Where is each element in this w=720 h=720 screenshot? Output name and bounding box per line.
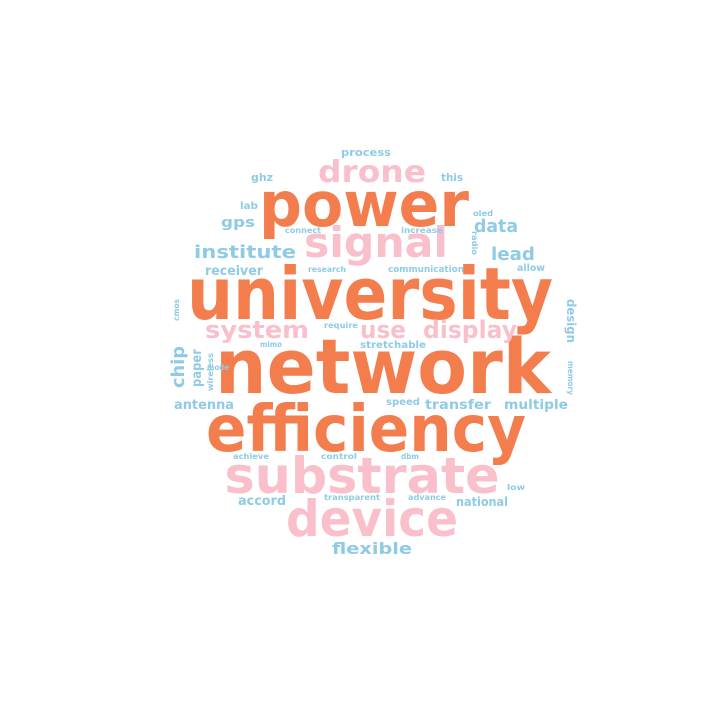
word-lead: lead (491, 244, 535, 265)
word-gps: gps (221, 215, 255, 231)
word-signal: signal (304, 218, 448, 267)
word-require: require (324, 321, 359, 330)
word-transfer: transfer (425, 398, 492, 413)
word-mode: mode (207, 363, 230, 372)
word-lab: lab (240, 201, 258, 212)
word-accord: accord (238, 494, 286, 509)
word-stretchable: stretchable (360, 340, 426, 351)
word-display: display (423, 316, 517, 344)
word-efficiency: efficiency (206, 393, 526, 467)
word-substrate: substrate (225, 447, 500, 505)
word-control: control (321, 452, 357, 461)
word-oled: oled (473, 209, 493, 218)
word-power: power (259, 168, 469, 241)
word-advance: advance (408, 493, 447, 502)
word-multiple: multiple (504, 398, 568, 413)
word-low: low (507, 483, 526, 492)
word-achieve: achieve (233, 452, 270, 461)
word-transparent: transparent (324, 493, 380, 502)
word-drone: drone (318, 155, 426, 190)
word-ghz: ghz (251, 171, 273, 184)
word-speed: speed (386, 397, 420, 408)
word-dbm: dbm (401, 452, 419, 461)
word-device: device (286, 490, 458, 548)
word-memory: memory (566, 361, 575, 396)
word-use: use (360, 316, 406, 344)
word-communication: communication (388, 265, 464, 275)
word-increase: increase (401, 226, 444, 235)
word-wireless: wireless (206, 353, 215, 391)
word-research: research (308, 265, 346, 274)
word-system: system (205, 316, 309, 344)
word-radio: radio (470, 231, 479, 256)
word-receiver: receiver (205, 264, 264, 279)
word-national: national (456, 495, 508, 509)
word-flexible: flexible (332, 539, 412, 558)
word-mimo: mimo (260, 340, 282, 349)
word-connect: connect (285, 226, 321, 235)
word-cmos: cmos (172, 299, 181, 321)
word-chip: chip (168, 346, 189, 388)
word-allow: allow (517, 263, 545, 274)
word-network: network (215, 322, 552, 411)
word-paper: paper (190, 348, 205, 387)
word-this: this (441, 171, 463, 184)
word-university: university (187, 252, 553, 336)
word-institute: institute (194, 242, 296, 263)
word-process: process (341, 146, 391, 159)
word-design: design (564, 299, 578, 343)
word-data: data (474, 216, 518, 237)
word-antenna: antenna (174, 398, 234, 413)
